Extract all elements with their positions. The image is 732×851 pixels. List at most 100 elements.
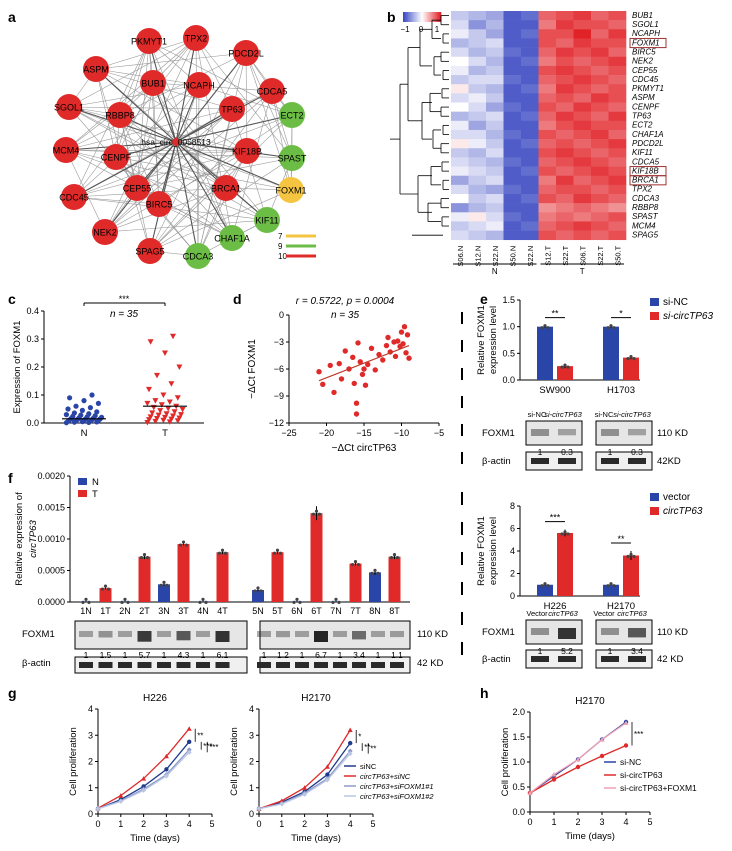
y-axis-label: Expression of FOXM1	[12, 321, 23, 414]
y-tick-label: 0.0010	[37, 534, 65, 544]
heatmap-cell	[486, 175, 504, 186]
heatmap-cell	[538, 203, 557, 213]
y-tick-label: 0.0015	[37, 503, 65, 513]
y-tick-label: 0.4	[26, 306, 39, 316]
heatmap-cell	[503, 93, 522, 103]
heatmap-cell	[591, 184, 609, 195]
heatmap-cell	[486, 38, 504, 48]
y-tick-label: 0.0005	[37, 566, 65, 576]
x-category-label: 1N	[80, 606, 92, 616]
bar-si-NC	[537, 326, 553, 380]
network-node-spast	[279, 145, 305, 171]
y-tick-label: 1.5	[502, 295, 515, 305]
data-point	[316, 369, 322, 375]
network-node-label: CDCA5	[257, 87, 288, 97]
replicate-dot	[123, 597, 127, 601]
replicate-dot	[159, 583, 163, 587]
bar-8T	[388, 556, 401, 602]
network-node-label: NEK2	[93, 228, 117, 238]
significance-label: **	[617, 534, 625, 544]
data-point	[359, 371, 366, 378]
colorbar-segment	[411, 12, 414, 22]
bar-si-circTP63	[557, 366, 573, 380]
colorbar-segment	[429, 12, 432, 22]
data-point	[551, 772, 557, 777]
data-point	[401, 324, 408, 330]
heatmap-cell	[573, 212, 592, 222]
data-point-N	[67, 395, 73, 401]
chart-title: H226	[143, 693, 167, 704]
x-category-label: 2N	[119, 606, 131, 616]
data-point	[324, 777, 330, 783]
data-point	[186, 726, 192, 731]
replicate-dot	[331, 600, 335, 604]
data-point	[361, 366, 367, 372]
bar-circTP63	[623, 555, 639, 596]
network-node-label: CEP55	[123, 184, 152, 194]
network-edge	[95, 52, 247, 70]
heatmap-cell	[451, 20, 469, 30]
heatmap-cell	[468, 212, 487, 222]
replicate-dot	[295, 597, 299, 601]
x-tick-label: 1	[118, 819, 123, 829]
y-tick-label: 0.0	[26, 418, 39, 428]
data-point	[347, 748, 353, 754]
colorbar-segment	[409, 12, 411, 22]
data-point	[599, 753, 605, 759]
heatmap-cell	[608, 166, 627, 176]
data-point	[327, 362, 333, 369]
replicate-dot	[272, 551, 277, 555]
heatmap-cell	[521, 230, 539, 241]
bar-vector	[537, 584, 553, 596]
blot-quant-right: 1	[338, 650, 343, 660]
blot-lane-label: Vector	[526, 609, 548, 618]
heatmap-cell	[556, 47, 574, 58]
heatmap-row-label: TP63	[632, 112, 652, 121]
legend-label: si-NC	[663, 297, 688, 308]
blot-strip-foxm1-right	[595, 420, 653, 446]
data-point-T	[146, 386, 152, 393]
heatmap-cell	[573, 184, 592, 195]
heatmap-cell	[503, 129, 522, 140]
network-edge-center	[95, 68, 177, 143]
heatmap-cell	[468, 29, 487, 39]
replicate-dot	[609, 324, 613, 328]
x-tick-label: 4	[187, 819, 192, 829]
blot-kd-110: 110 KD	[417, 629, 448, 640]
data-point-N	[63, 412, 69, 418]
heatmap-row-label: CENPF	[632, 102, 660, 111]
heatmap-cell	[608, 47, 627, 58]
significance-label: *	[619, 309, 623, 319]
heatmap-cell	[608, 75, 627, 85]
heatmap-cell	[608, 139, 627, 149]
replicate-dot	[395, 556, 400, 560]
heatmap-col-label: S06.T	[578, 245, 587, 265]
heatmap-cell	[556, 221, 574, 231]
network-panel-a: PKMYT1 TPX2 PDCD2L ASPM BUB1 NCAPH CDCA5 SGOL1 R…	[53, 25, 316, 269]
network-edge	[68, 106, 227, 189]
blot-strip-foxm1-right	[259, 620, 411, 650]
heatmap-cell	[521, 29, 539, 39]
network-edge-center	[175, 114, 293, 143]
legend-label: vector	[663, 492, 691, 503]
series-line-circTP63+siNC	[97, 728, 190, 809]
heatmap-cell	[521, 203, 539, 213]
y-tick-label: 2.0	[512, 707, 525, 717]
blot-lane-label: circTP63	[548, 609, 578, 618]
replicate-dot	[560, 532, 564, 536]
heatmap-cell	[608, 212, 627, 222]
data-point	[623, 743, 629, 748]
blot-band	[314, 662, 328, 668]
heatmap-cell	[503, 157, 522, 167]
data-point	[392, 353, 399, 360]
heatmap-cell	[468, 111, 487, 122]
heatmap-cell	[573, 75, 592, 85]
network-edge	[245, 52, 248, 152]
y-axis-label: Cell proliferation	[68, 727, 79, 796]
legend-label: siNC	[360, 762, 377, 771]
heatmap-cell	[608, 111, 627, 122]
colorbar-segment	[416, 12, 419, 22]
data-point-T	[157, 408, 164, 414]
network-edge-center	[175, 141, 293, 159]
network-edge	[73, 187, 227, 198]
